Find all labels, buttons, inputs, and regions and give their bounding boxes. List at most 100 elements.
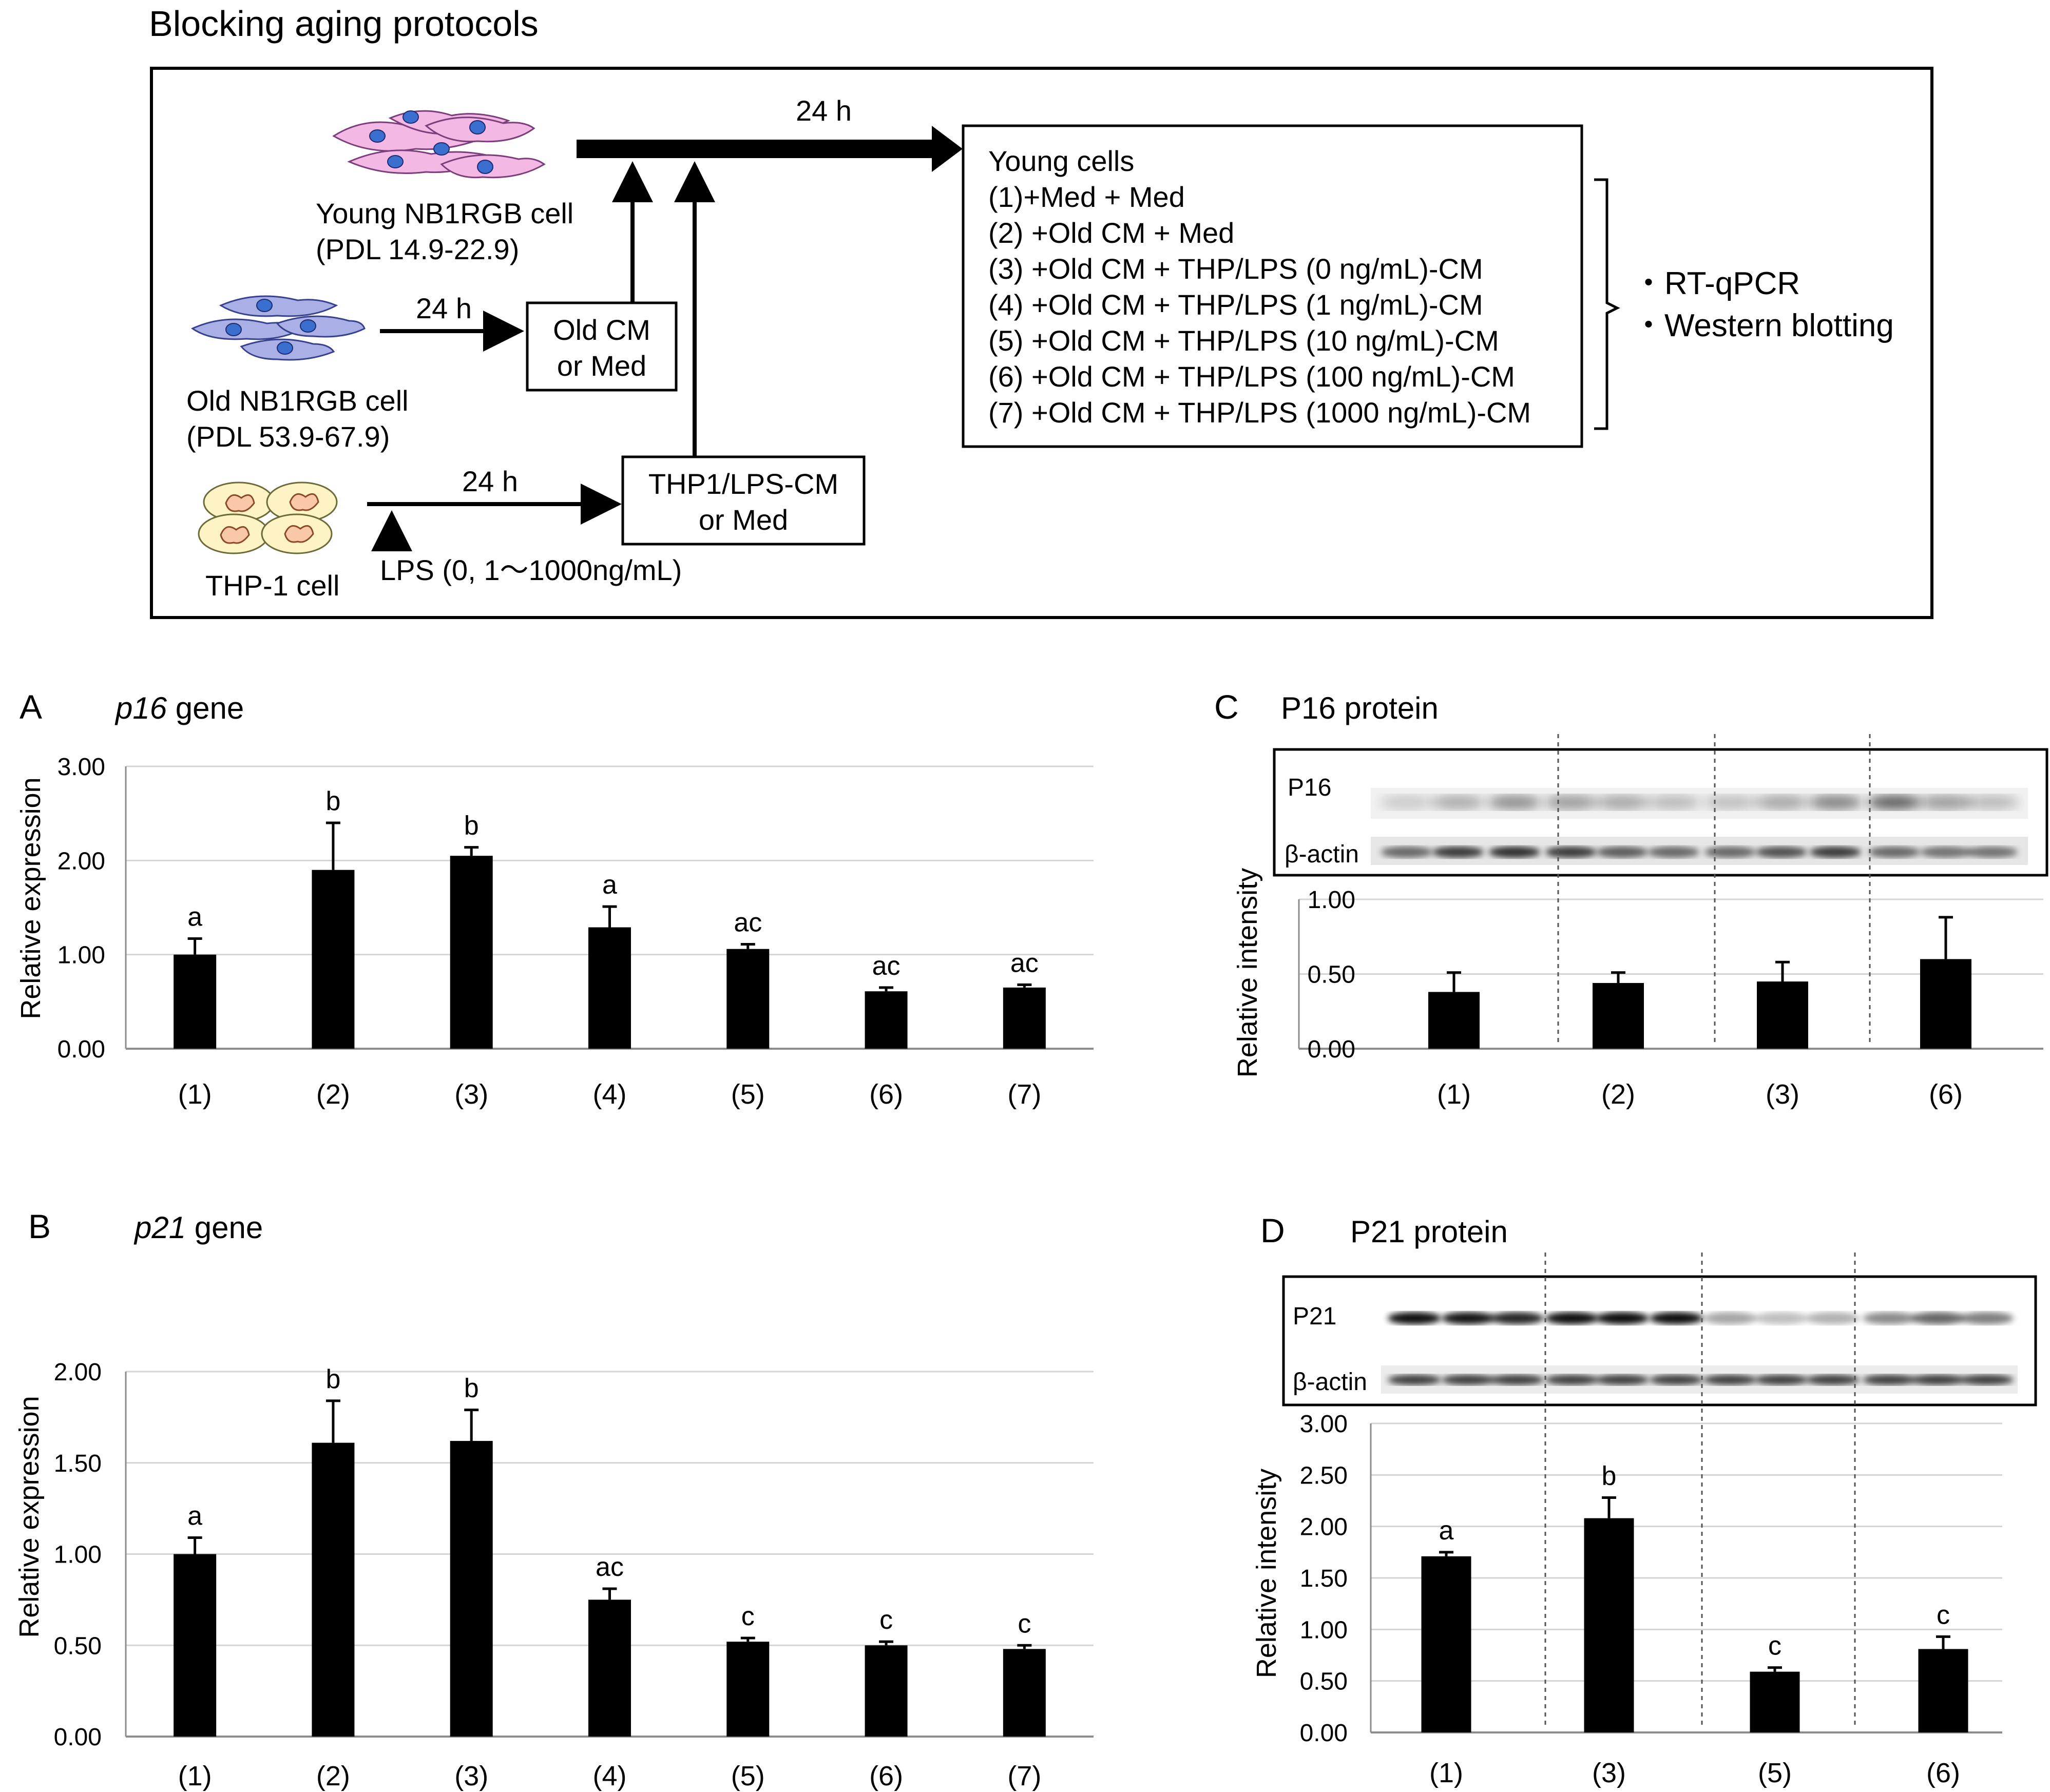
old-cm-box — [526, 301, 678, 392]
p21-actin-band — [1388, 1375, 1441, 1385]
young-cell-name: Young NB1RGB cell — [316, 197, 573, 229]
p16-actin-band — [1432, 846, 1484, 858]
p21-actin-band — [1863, 1375, 1916, 1385]
p16-actin-band — [1489, 846, 1540, 858]
panel-a-bar — [726, 949, 770, 1049]
panel-a-tick-label: 0.00 — [58, 1036, 105, 1063]
panel-b-bar — [174, 1554, 217, 1737]
condition-1: (1)+Med + Med — [988, 181, 1185, 213]
panel-a-bar — [312, 870, 355, 1049]
panel-d: D P21 protein P21 β-actin Relative inten… — [1251, 1211, 2037, 1788]
panel-c-category-label: (3) — [1766, 1079, 1799, 1110]
panel-d-sig-label: c — [1768, 1631, 1781, 1661]
panel-d-tick-label: 0.50 — [1300, 1668, 1348, 1695]
p21-actin-band — [1650, 1375, 1703, 1385]
p21-actin-label: β-actin — [1293, 1369, 1367, 1396]
young-cell-icon — [332, 110, 546, 179]
panel-b-sig-label: b — [325, 1364, 340, 1394]
panel-d-sig-label: c — [1937, 1600, 1950, 1630]
panel-c-category-label: (2) — [1601, 1079, 1635, 1110]
panel-a-sig-label: b — [325, 786, 340, 816]
thp-cm-line2: or Med — [699, 504, 788, 536]
p16-band — [1868, 795, 1921, 810]
panel-a-tick-label: 2.00 — [58, 847, 105, 875]
panel-b-category-label: (2) — [316, 1761, 350, 1791]
p21-band — [1545, 1312, 1599, 1324]
panel-d-tick-label: 1.50 — [1300, 1565, 1348, 1592]
p21-band — [1806, 1312, 1860, 1324]
panel-c-tick-label: 0.50 — [1308, 961, 1355, 989]
panel-a-category-label: (5) — [731, 1079, 765, 1110]
panel-b-sig-label: c — [741, 1602, 755, 1631]
panel-c-bar — [1920, 959, 1971, 1049]
p21-blot: P21 β-actin — [1282, 1275, 2037, 1406]
condition-3: (3) +Old CM + THP/LPS (0 ng/mL)-CM — [988, 253, 1483, 285]
p16-actin-band — [1756, 846, 1807, 858]
p21-band — [1442, 1312, 1495, 1324]
p16-blot-label: P16 — [1288, 774, 1331, 801]
panel-d-category-label: (3) — [1592, 1758, 1626, 1788]
panel-b-ylabel: Relative expression — [14, 1396, 45, 1637]
p16-actin-label: β-actin — [1285, 841, 1359, 868]
panel-c: C P16 protein P16 β-actin Relative inten… — [1214, 688, 2048, 1110]
assay-bracket — [1594, 178, 1620, 430]
panel-b-bar — [312, 1442, 355, 1737]
panel-a-title: p16 gene — [114, 691, 244, 725]
panel-c-title: P16 protein — [1281, 691, 1439, 725]
condition-2: (2) +Old CM + Med — [988, 217, 1234, 249]
panel-d-ylabel: Relative intensity — [1251, 1469, 1282, 1678]
panel-c-tick-label: 1.00 — [1308, 887, 1355, 914]
panel-d-sig-label: b — [1602, 1461, 1617, 1491]
panel-d-bar — [1421, 1556, 1471, 1732]
p16-band — [1703, 795, 1757, 810]
panel-d-category-label: (5) — [1758, 1758, 1792, 1788]
p16-band — [1488, 795, 1541, 810]
panel-c-bar — [1757, 981, 1808, 1049]
panel-a-category-label: (1) — [178, 1079, 212, 1110]
panel-a-bar — [865, 991, 908, 1049]
panel-b-sig-label: a — [187, 1501, 202, 1531]
panel-a-category-label: (2) — [316, 1079, 350, 1110]
p16-band — [1647, 795, 1700, 810]
p21-actin-band — [1703, 1375, 1757, 1385]
p16-band — [1919, 795, 1972, 810]
panel-d-tick-label: 1.00 — [1300, 1616, 1348, 1644]
panel-b-letter: B — [28, 1207, 51, 1245]
panel-a-sig-label: ac — [872, 951, 901, 981]
panel-b-category-label: (1) — [178, 1761, 212, 1791]
p21-actin-band — [1545, 1375, 1599, 1385]
p16-band — [1809, 795, 1862, 810]
p21-blot-bands — [1388, 1312, 2014, 1385]
panel-a-category-label: (4) — [593, 1079, 627, 1110]
panel-b-title-gene: p21 — [133, 1210, 186, 1245]
condition-6: (6) +Old CM + THP/LPS (100 ng/mL)-CM — [988, 360, 1515, 393]
panel-d-tick-label: 2.50 — [1300, 1462, 1348, 1489]
panel-a-bar — [1003, 987, 1046, 1049]
p21-band — [1490, 1312, 1544, 1324]
p16-blot: P16 β-actin — [1273, 748, 2048, 877]
p16-band — [1755, 795, 1808, 810]
panel-a-tick-label: 3.00 — [58, 754, 105, 781]
panel-a-tick-label: 1.00 — [58, 942, 105, 969]
panel-a-sig-label: ac — [1010, 948, 1039, 978]
p21-actin-band — [1960, 1375, 2014, 1385]
p21-band — [1596, 1312, 1649, 1324]
condition-4: (4) +Old CM + THP/LPS (1 ng/mL)-CM — [988, 288, 1483, 321]
thp-cell-name: THP-1 cell — [205, 569, 339, 602]
panel-d-bar — [1584, 1518, 1634, 1732]
panel-c-ylabel: Relative intensity — [1232, 868, 1263, 1077]
panel-c-bar — [1428, 992, 1480, 1049]
panel-a-category-label: (6) — [869, 1079, 903, 1110]
young-cell-pdl: (PDL 14.9-22.9) — [316, 233, 519, 265]
p21-actin-band — [1755, 1375, 1808, 1385]
panel-a-sig-label: b — [464, 811, 479, 841]
protocol-schematic: Blocking aging protocols Young NB1RGB ce… — [149, 4, 1933, 619]
panel-b-sig-label: c — [1018, 1609, 1031, 1639]
p21-band — [1388, 1312, 1441, 1324]
protocol-title: Blocking aging protocols — [149, 4, 539, 44]
p16-band — [1965, 795, 2019, 810]
lps-label: LPS (0, 1～1000ng/mL) — [380, 554, 682, 586]
panel-b-bar — [1003, 1649, 1046, 1737]
p16-actin-band — [1869, 846, 1920, 858]
p16-actin-band — [1704, 846, 1756, 858]
